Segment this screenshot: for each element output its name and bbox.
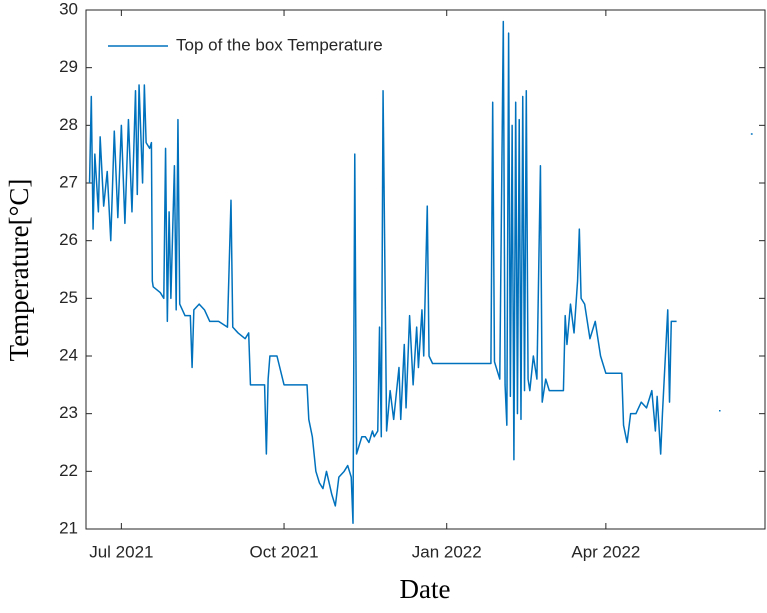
- y-tick-label: 29: [59, 57, 78, 76]
- y-tick-label: 22: [59, 461, 78, 480]
- y-tick-label: 21: [59, 518, 78, 537]
- x-axis-label: Date: [400, 574, 451, 604]
- y-tick-label: 25: [59, 288, 78, 307]
- y-tick-label: 28: [59, 115, 78, 134]
- x-tick-label: Apr 2022: [571, 542, 640, 561]
- x-tick-label: Oct 2021: [250, 542, 319, 561]
- data-line: [88, 20, 753, 524]
- x-tick-label: Jul 2021: [89, 542, 153, 561]
- y-tick-label: 24: [59, 345, 78, 364]
- y-axis-label: Temperature[°C]: [4, 179, 34, 362]
- y-tick-label: 26: [59, 230, 78, 249]
- y-tick-label: 27: [59, 172, 78, 191]
- x-tick-label: Jan 2022: [412, 542, 482, 561]
- legend-label: Top of the box Temperature: [176, 35, 383, 54]
- y-tick-label: 23: [59, 403, 78, 422]
- y-tick-label: 30: [59, 0, 78, 18]
